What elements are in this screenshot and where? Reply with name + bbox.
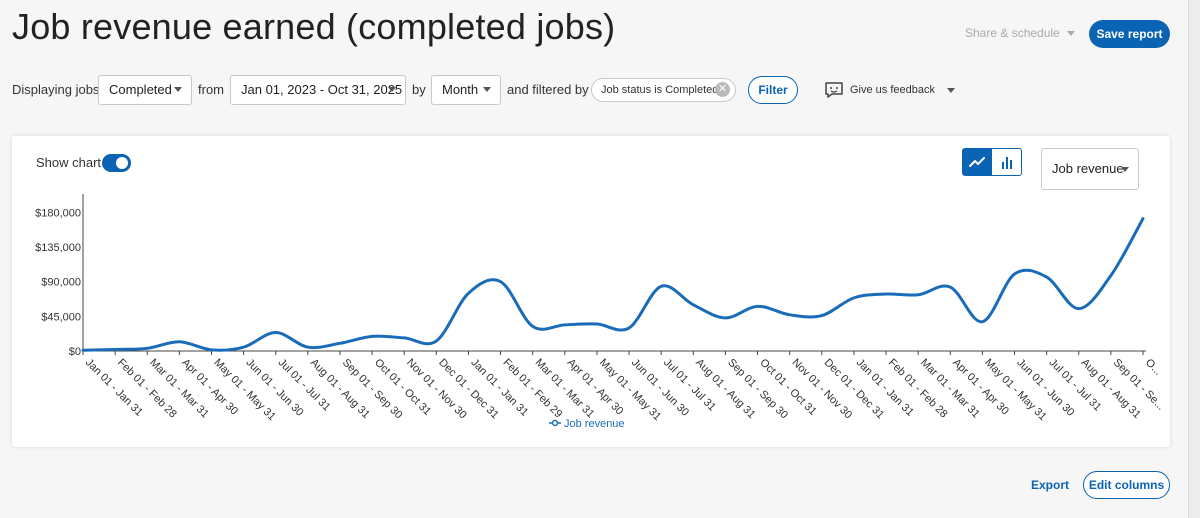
interval-select[interactable]: Month <box>431 75 501 105</box>
page-title: Job revenue earned (completed jobs) <box>12 6 616 47</box>
line-chart-icon <box>969 157 985 167</box>
caret-down-icon <box>388 87 396 92</box>
x-tick-label: Jan 01 - Jan 31 <box>854 357 916 419</box>
filter-chip-label: Job status is Completed <box>601 84 719 96</box>
y-tick-label: $90,000 <box>41 277 81 289</box>
x-tick-label: O... <box>1143 357 1164 378</box>
edit-columns-button[interactable]: Edit columns <box>1083 471 1170 499</box>
series-line-job-revenue <box>81 217 1145 352</box>
y-tick-label: $45,000 <box>41 311 81 323</box>
feedback-label: Give us feedback <box>850 84 935 96</box>
x-tick-label: Jan 01 - Jan 31 <box>468 357 530 419</box>
show-chart-label: Show chart <box>36 155 102 170</box>
x-tick-label: Jun 01 - Jun 30 <box>629 357 691 419</box>
revenue-line-chart: $0 $45,000 $90,000 $135,000 $180,000 Jan 01 -… <box>35 194 1167 430</box>
filter-button[interactable]: Filter <box>748 76 798 104</box>
x-tick-label: Jun 01 - Jun 30 <box>243 357 305 419</box>
caret-down-icon <box>174 87 182 92</box>
y-tick-label: $0 <box>69 346 81 358</box>
by-label: by <box>412 82 426 97</box>
displaying-jobs-label: Displaying jobs <box>12 82 100 97</box>
x-tick-label: Oct 01 - Oct 31 <box>372 357 433 418</box>
x-tick-label: Oct 01 - Oct 31 <box>757 357 818 418</box>
y-tick-label: $180,000 <box>35 207 81 219</box>
from-label: from <box>198 82 224 97</box>
bar-chart-button[interactable] <box>992 148 1022 176</box>
x-tick-label: Jan 01 - Jan 31 <box>83 357 145 419</box>
x-tick-label: Jun 01 - Jun 30 <box>1014 357 1076 419</box>
filter-chip[interactable]: Job status is Completed ✕ <box>591 78 736 102</box>
feedback-dropdown[interactable]: Give us feedback <box>824 75 955 105</box>
save-report-button[interactable]: Save report <box>1089 20 1170 48</box>
caret-down-icon <box>947 87 955 93</box>
date-range-value: Jan 01, 2023 - Oct 31, 2025 <box>241 82 403 97</box>
caret-down-icon <box>1121 167 1129 172</box>
feedback-icon <box>825 82 843 98</box>
metric-select[interactable]: Job revenue <box>1041 148 1139 190</box>
line-chart-button[interactable] <box>962 148 992 176</box>
metric-select-value: Job revenue <box>1052 161 1124 176</box>
caret-down-icon <box>483 87 491 92</box>
show-chart-toggle[interactable] <box>102 154 131 172</box>
caret-down-icon <box>1066 30 1075 36</box>
chart-card: Show chart Job revenue $0 $45,000 $90,000 $… <box>12 136 1170 447</box>
y-tick-label: $135,000 <box>35 242 81 254</box>
export-link[interactable]: Export <box>1031 478 1070 492</box>
remove-filter-icon[interactable]: ✕ <box>715 82 730 97</box>
share-schedule-label: Share & schedule <box>965 26 1060 40</box>
bar-chart-icon <box>1001 156 1012 169</box>
job-status-select[interactable]: Completed <box>98 75 192 105</box>
toggle-knob <box>116 157 128 169</box>
share-schedule-dropdown[interactable]: Share & schedule <box>965 26 1075 40</box>
chart-type-switch <box>962 148 1023 176</box>
x-tick-label: Apr 01 - Apr 30 <box>179 357 240 418</box>
legend-label: Job revenue <box>564 418 625 430</box>
scrollbar[interactable] <box>1188 0 1200 518</box>
interval-value: Month <box>442 82 479 97</box>
x-tick-label: Apr 01 - Apr 30 <box>950 357 1011 418</box>
job-status-value: Completed <box>109 82 172 97</box>
date-range-select[interactable]: Jan 01, 2023 - Oct 31, 2025 <box>230 75 406 105</box>
filtered-by-label: and filtered by <box>507 82 589 97</box>
legend-marker <box>551 419 559 427</box>
x-tick-label: Apr 01 - Apr 30 <box>565 357 626 418</box>
